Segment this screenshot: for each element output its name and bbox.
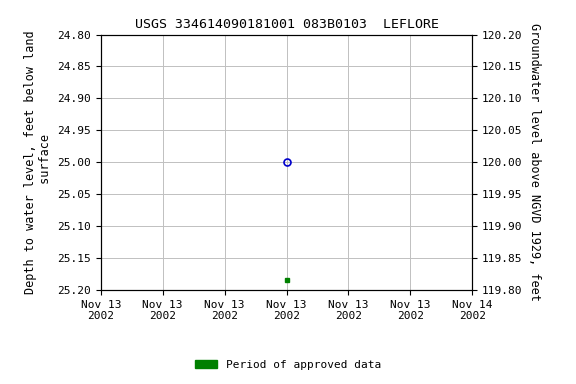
Y-axis label: Depth to water level, feet below land
 surface: Depth to water level, feet below land su… (24, 30, 52, 294)
Legend: Period of approved data: Period of approved data (191, 356, 385, 375)
Title: USGS 334614090181001 083B0103  LEFLORE: USGS 334614090181001 083B0103 LEFLORE (135, 18, 438, 31)
Y-axis label: Groundwater level above NGVD 1929, feet: Groundwater level above NGVD 1929, feet (528, 23, 541, 301)
